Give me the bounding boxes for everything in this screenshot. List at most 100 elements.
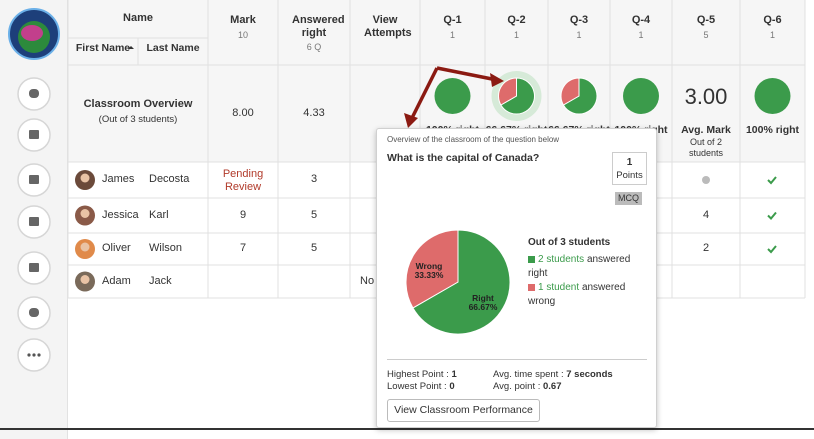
avatar-face — [80, 275, 90, 284]
question-result-label: 100% right — [745, 124, 800, 136]
legend-swatch — [528, 284, 535, 291]
points-value: 1 — [626, 157, 633, 168]
column-header: Q-4 — [631, 14, 651, 26]
pending-dot — [702, 176, 710, 184]
first-name: Jessica — [102, 208, 139, 221]
stat-label: Avg. point : — [493, 381, 541, 392]
column-subheader: 1 — [576, 30, 582, 40]
column-header: Q-2 — [507, 14, 526, 26]
points-label: Points — [616, 170, 643, 181]
column-header: Name — [123, 12, 153, 24]
stat: Lowest Point : 0 — [387, 381, 455, 392]
stat: Avg. point : 0.67 — [493, 381, 562, 392]
sidebar-icon — [29, 308, 39, 317]
legend-desc: answered wrong — [528, 282, 626, 307]
legend-text: 1 student answered wrong — [528, 281, 638, 309]
first-name: Adam — [102, 274, 131, 287]
check-icon — [767, 211, 777, 220]
pie-slice — [560, 77, 580, 106]
last-name: Karl — [149, 208, 169, 221]
column-subheader: 1 — [513, 30, 519, 40]
pie-slice — [434, 78, 471, 114]
question-popup: Overview of the classroom of the questio… — [376, 128, 657, 428]
frame-bottom — [0, 428, 814, 430]
sidebar-icon — [29, 175, 39, 184]
more-icon-dot — [27, 353, 31, 357]
logo-brain — [21, 25, 43, 41]
stat-value: 0.67 — [543, 381, 562, 392]
answered-right: 5 — [310, 208, 318, 221]
pie-slice-value: 33.33% — [415, 270, 444, 280]
q5-mark: 2 — [702, 242, 710, 254]
popup-question: What is the capital of Canada? — [387, 152, 540, 164]
popup-caption: Overview of the classroom of the questio… — [387, 135, 560, 144]
stat: Highest Point : 1 — [387, 369, 457, 380]
pie-slice-label: Wrong — [416, 261, 443, 271]
question-type: MCQ — [615, 192, 642, 205]
answered-right: 3 — [310, 173, 318, 185]
legend-swatch — [528, 256, 535, 263]
answered-right: 5 — [310, 242, 318, 254]
mark: Pending Review — [222, 168, 264, 193]
column-subheader: 6 Q — [306, 42, 322, 52]
pie-slice — [412, 229, 511, 335]
legend-link[interactable]: 2 students — [538, 254, 585, 265]
more-icon-dot — [32, 353, 36, 357]
first-name: Oliver — [102, 242, 131, 254]
avatar-face — [80, 173, 90, 183]
q5-mark: 4 — [702, 208, 710, 221]
mark: 9 — [239, 208, 247, 221]
avg-mark-note: Out of 2 students — [688, 137, 724, 158]
stat-value: 7 seconds — [566, 369, 613, 380]
overview-mark: 8.00 — [232, 107, 254, 119]
column-subheader: 1 — [769, 30, 775, 40]
overview-answered: 4.33 — [303, 107, 325, 119]
column-header: Q-3 — [569, 14, 589, 26]
legend-text: 2 students answered right — [528, 253, 638, 281]
last-name: Jack — [149, 274, 172, 287]
first-name: James — [102, 173, 135, 185]
pie-slice — [754, 78, 791, 114]
column-header: View Attempts — [364, 14, 412, 39]
last-name: Wilson — [149, 242, 183, 254]
column-header: Answered right — [292, 14, 345, 39]
graphic-layer — [8, 8, 60, 372]
pie-slice — [562, 77, 598, 115]
header-bg — [68, 0, 805, 65]
column-header: Q-6 — [763, 14, 782, 26]
pie-slice — [623, 78, 659, 114]
avatar-face — [80, 209, 90, 218]
performance-button[interactable]: View Classroom Performance — [387, 399, 540, 422]
pie-slice-value: 66.67% — [469, 302, 498, 312]
stat-value: 0 — [449, 381, 455, 392]
stat-value: 1 — [451, 369, 457, 380]
question-result-label: Avg. Mark — [681, 124, 731, 136]
column-header: Mark — [230, 14, 256, 26]
column-subheader: 10 — [237, 30, 248, 40]
legend-link[interactable]: 1 student — [538, 282, 580, 293]
check-icon — [767, 176, 777, 185]
sidebar-icon — [29, 89, 39, 98]
summary-title: Out of 3 students — [528, 237, 611, 248]
name-subheader: Last Name — [146, 42, 200, 54]
points-box: 1 Points — [612, 152, 647, 185]
column-subheader: 5 — [703, 30, 709, 40]
column-subheader: 1 — [449, 30, 455, 40]
overview-title: Classroom Overview — [83, 98, 193, 110]
stat-label: Avg. time spent : — [493, 369, 564, 380]
sort-arrow — [128, 46, 134, 49]
stat-label: Lowest Point : — [387, 381, 447, 392]
avatar-face — [80, 242, 90, 252]
legend-desc: answered right — [528, 254, 631, 279]
sidebar-icon — [29, 130, 39, 139]
last-name: Decosta — [149, 173, 190, 185]
stat-label: Highest Point : — [387, 369, 449, 380]
pie-slice — [405, 229, 459, 309]
name-subheader: First Name — [75, 42, 131, 54]
mark: 7 — [239, 242, 247, 254]
pie-slice-label: Right — [472, 293, 494, 303]
column-header: Q-5 — [696, 14, 716, 26]
column-header: Q-1 — [443, 14, 462, 26]
